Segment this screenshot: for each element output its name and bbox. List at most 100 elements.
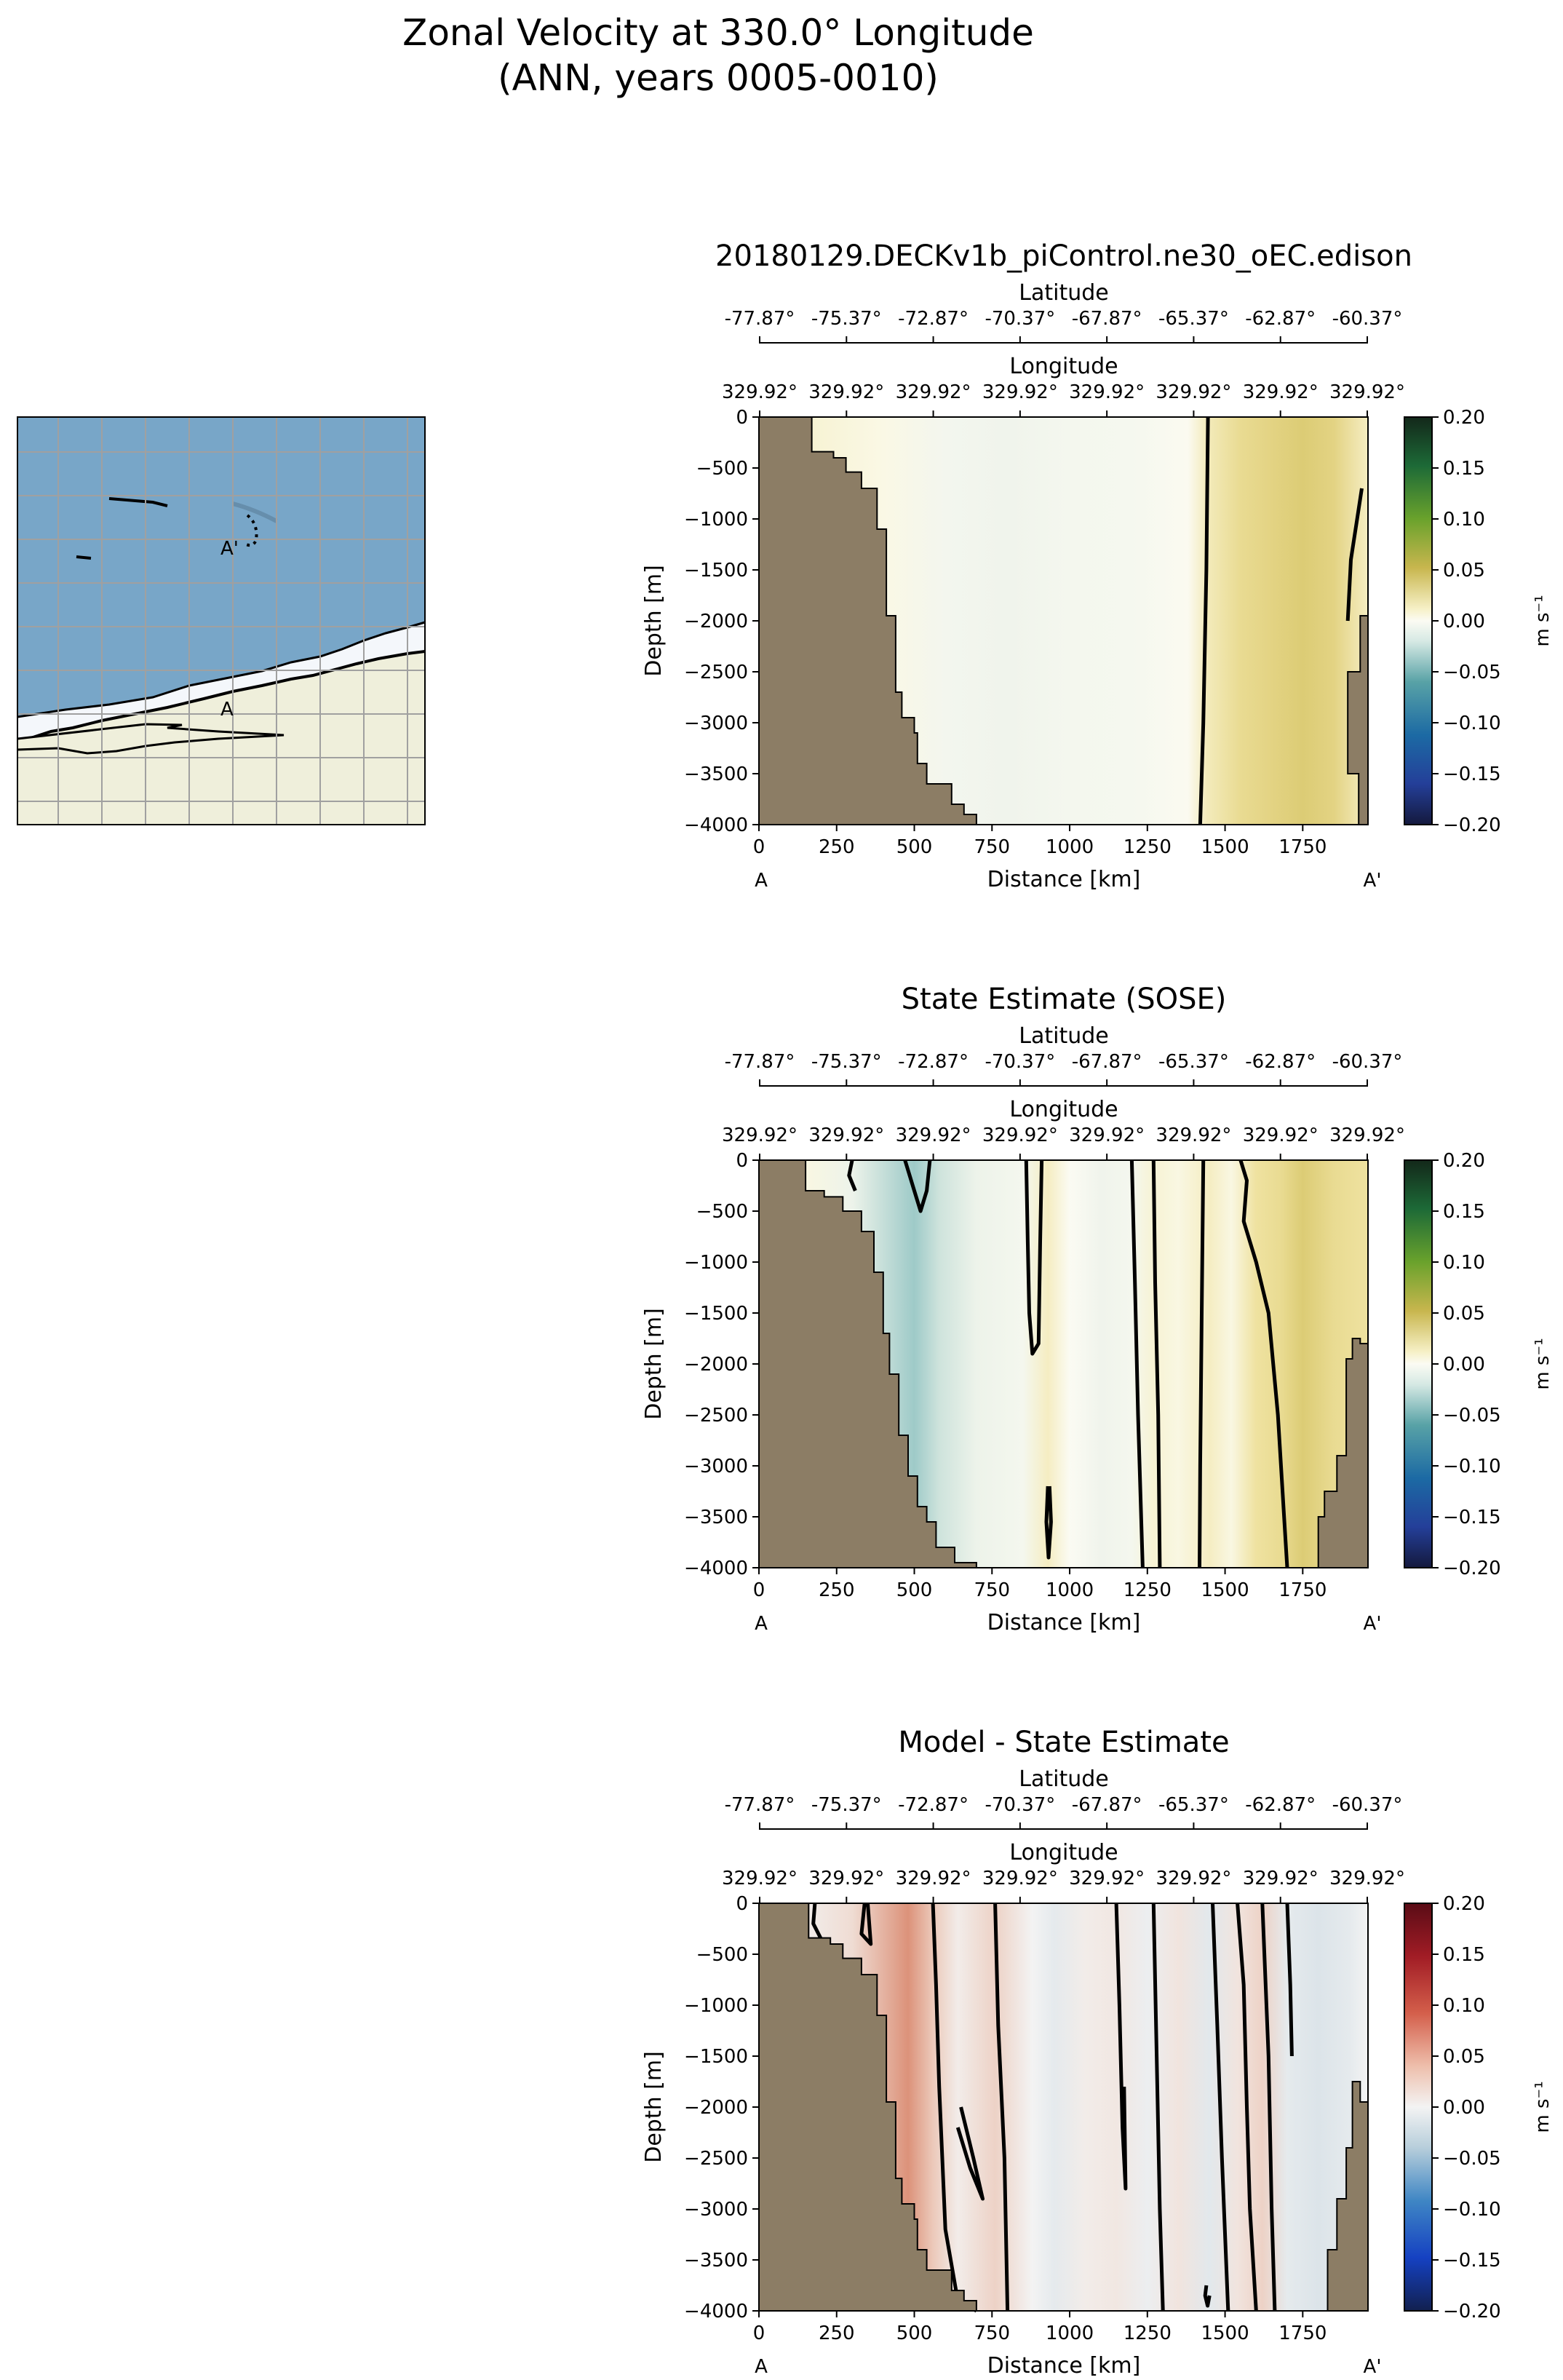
latitude-tick-label: -65.37°	[1158, 308, 1229, 330]
y-tick-label: −2000	[684, 2097, 748, 2119]
x-tick-label: 0	[753, 2323, 765, 2344]
y-tick-label: −500	[696, 1944, 748, 1966]
map-gridlines	[17, 417, 425, 825]
x-tick-label: 1250	[1123, 1579, 1172, 1601]
map-frame	[17, 416, 426, 825]
longitude-tick-label: 329.92°	[1069, 381, 1145, 403]
colorbar-tick-label: 0.00	[1443, 1354, 1485, 1376]
colorbar-tick-label: 0.05	[1443, 1303, 1485, 1325]
longitude-tick-label: 329.92°	[1329, 1868, 1405, 1889]
x-tick-label: 1500	[1201, 2323, 1249, 2344]
y-axis-label: Depth [m]	[641, 2051, 667, 2163]
latitude-tick-label: -77.87°	[725, 1051, 795, 1073]
latitude-tick-label: -72.87°	[898, 1051, 969, 1073]
y-tick-label: −3000	[684, 713, 748, 734]
colorbar-tick-label: −0.05	[1443, 2148, 1501, 2170]
y-tick-labels: 0 −500 −1000 −1500 −2000 −2500 −3000 −3500 −4000	[684, 1893, 759, 2323]
colorbar-tick-label: 0.10	[1443, 1995, 1485, 2017]
longitude-tick-label: 329.92°	[1329, 381, 1405, 403]
bathymetry	[758, 416, 1369, 825]
colorbar-tick-label: 0.15	[1443, 1944, 1485, 1966]
colorbar-tick-label: 0.15	[1443, 458, 1485, 480]
colorbar-tick-label: 0.10	[1443, 509, 1485, 531]
zero-contour	[1285, 1903, 1294, 2057]
colorbar-tick-label: 0.20	[1443, 1893, 1485, 1915]
zero-contour	[993, 1903, 1010, 2312]
colorbar-tick-label: 0.00	[1443, 611, 1485, 632]
latitude-tick-label: -67.87°	[1072, 308, 1142, 330]
x-tick-label: 0	[753, 836, 765, 858]
longitude-tick-label: 329.92°	[982, 1124, 1058, 1146]
latitude-tick-label: -62.87°	[1245, 308, 1316, 330]
figure-title-line1: Zonal Velocity at 330.0° Longitude	[402, 12, 1034, 54]
colorbar-tick-labels: 0.20 0.15 0.10 0.05 0.00 −0.05 −0.10 −0.15 −0.20	[1432, 1150, 1501, 1579]
longitude-tick-label: 329.92°	[808, 1124, 884, 1146]
longitude-tick-label: 329.92°	[1069, 1868, 1145, 1889]
panel-title: State Estimate (SOSE)	[902, 983, 1227, 1016]
colorbar-label: m s⁻¹	[1532, 1338, 1554, 1389]
panel-title: 20180129.DECKv1b_piControl.ne30_oEC.edis…	[715, 239, 1412, 273]
zero-contour	[1024, 1159, 1044, 1356]
zero-contour	[1151, 1903, 1165, 2312]
colorbar-tick-label: −0.20	[1443, 1558, 1501, 1579]
latitude-axis-label: Latitude	[1019, 280, 1108, 306]
longitude-tick-label: 329.92°	[896, 1124, 971, 1146]
x-tick-labels: 0 250 500 750 1000 1250 1500 1750	[753, 2311, 1327, 2344]
figure-title-line2: (ANN, years 0005-0010)	[498, 57, 939, 99]
zero-contour	[1260, 1903, 1277, 2312]
x-axis-label: Distance [km]	[987, 867, 1141, 892]
longitude-tick-label: 329.92°	[722, 381, 798, 403]
colorbar-label: m s⁻¹	[1532, 595, 1554, 646]
colorbar-tick-label: 0.20	[1443, 1150, 1485, 1172]
longitude-tick-label: 329.92°	[1243, 381, 1319, 403]
zero-contour	[1236, 1903, 1258, 2312]
x-tick-label: 0	[753, 1579, 765, 1601]
latitude-tick-label: -70.37°	[985, 308, 1055, 330]
map-feature-2	[76, 555, 92, 560]
y-tick-label: −3000	[684, 2199, 748, 2221]
panel-model: 20180129.DECKv1b_piControl.ne30_oEC.edis…	[641, 239, 1554, 892]
y-tick-label: −3500	[684, 1507, 748, 1528]
zero-contour	[1198, 416, 1210, 825]
latitude-tick-label: -77.87°	[725, 308, 795, 330]
zero-contour	[1044, 1485, 1053, 1560]
longitude-tick-labels: 329.92° 329.92° 329.92° 329.92° 329.92° 329.9…	[722, 381, 1405, 417]
y-tick-label: −4000	[684, 1558, 748, 1579]
zero-contour	[847, 1159, 857, 1191]
colorbar-tick-label: −0.20	[1443, 814, 1501, 836]
y-tick-label: −2000	[684, 611, 748, 632]
map-island	[17, 723, 285, 755]
panel-difference: Model - State Estimate Latitude Longitud…	[641, 1726, 1554, 2379]
latitude-tick-label: -62.87°	[1245, 1794, 1316, 1816]
latitude-tick-label: -75.37°	[811, 1051, 882, 1073]
x-tick-label: 250	[819, 2323, 855, 2344]
x-tick-label: 1250	[1123, 836, 1172, 858]
x-tick-label: 1500	[1201, 1579, 1249, 1601]
longitude-tick-label: 329.92°	[896, 1868, 971, 1889]
y-tick-label: −1500	[684, 1303, 748, 1325]
endpoint-a: A	[755, 2356, 768, 2378]
x-tick-labels: 0 250 500 750 1000 1250 1500 1750	[753, 825, 1327, 858]
map-transect	[245, 514, 258, 547]
colorbar-tick-label: 0.20	[1443, 407, 1485, 429]
y-tick-label: −3500	[684, 2250, 748, 2272]
y-tick-label: −500	[696, 458, 748, 480]
map-wake	[232, 501, 278, 523]
latitude-tick-labels: -77.87° -75.37° -72.87° -70.37° -67.87° -65.3…	[725, 308, 1402, 344]
longitude-axis-label: Longitude	[1009, 1840, 1118, 1865]
x-tick-label: 750	[974, 836, 1010, 858]
latitude-tick-label: -62.87°	[1245, 1051, 1316, 1073]
map-coastline	[17, 650, 425, 744]
latitude-tick-label: -72.87°	[898, 1794, 969, 1816]
longitude-tick-label: 329.92°	[1329, 1124, 1405, 1146]
y-tick-label: −3500	[684, 763, 748, 785]
colorbar-tick-label: 0.15	[1443, 1201, 1485, 1223]
longitude-tick-label: 329.92°	[1069, 1124, 1145, 1146]
bathymetry	[758, 1903, 1369, 2312]
x-tick-label: 1750	[1278, 836, 1327, 858]
longitude-axis-label: Longitude	[1009, 1097, 1118, 1122]
zero-contour	[1203, 2285, 1212, 2308]
longitude-tick-label: 329.92°	[1243, 1124, 1319, 1146]
latitude-tick-label: -75.37°	[811, 308, 882, 330]
y-tick-label: 0	[736, 1893, 748, 1915]
